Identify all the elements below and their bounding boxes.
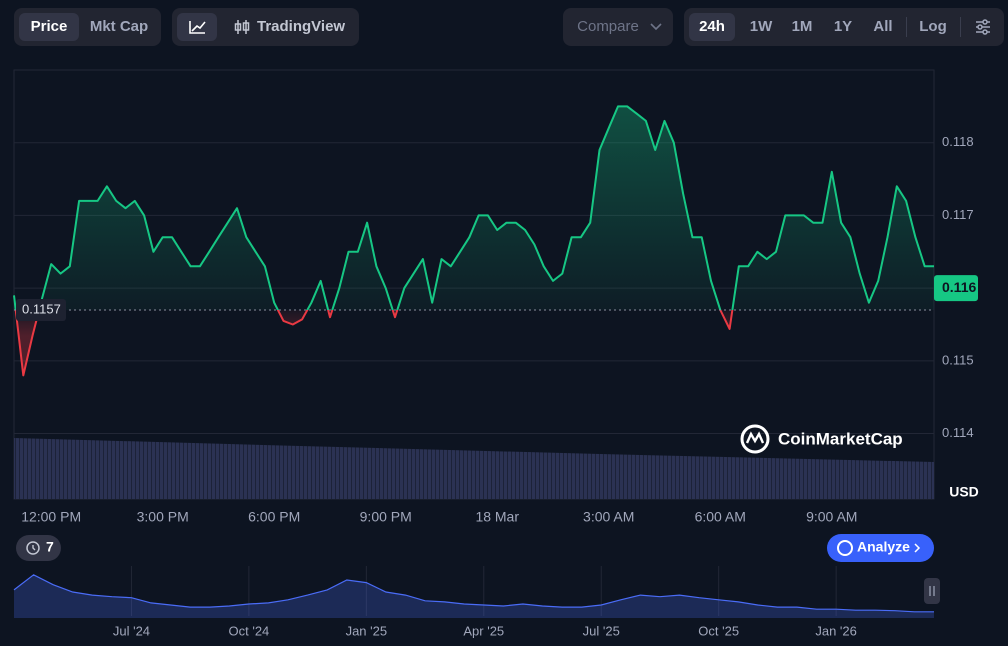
chart-type-toggle: TradingView: [172, 8, 359, 46]
tradingview-button[interactable]: TradingView: [228, 13, 352, 41]
x-tick-label: 9:00 AM: [806, 509, 857, 525]
history-badge[interactable]: [16, 535, 61, 561]
analyze-button[interactable]: [827, 534, 934, 562]
history-count: 7: [46, 539, 54, 555]
divider: [960, 17, 961, 37]
nav-area: [14, 574, 934, 618]
y-tick-label: 0.118: [942, 134, 974, 149]
y-unit: USD: [949, 484, 979, 500]
history-icon-hands: [32, 545, 36, 551]
log-button[interactable]: Log: [919, 18, 947, 35]
chevron: [650, 23, 662, 31]
nav-x-label: Oct '25: [698, 623, 739, 638]
tradingview-label: TradingView: [257, 18, 346, 35]
plot-frame: [13, 69, 935, 500]
baseline-label-box: [16, 298, 66, 321]
price-area: [14, 106, 934, 376]
last-price-label: 0.116: [942, 279, 976, 295]
nav-x-label: Jul '25: [583, 623, 620, 638]
range-button[interactable]: 1M: [791, 18, 813, 35]
watermark: CoinMarketCap: [740, 424, 903, 454]
range-toggle: Log 24h 1W 1M 1Y All: [684, 8, 1004, 46]
range-button[interactable]: 1W: [749, 18, 773, 35]
y-tick-label: 0.117: [942, 207, 974, 222]
x-tick-label: 18 Mar: [475, 509, 519, 525]
y-tick-label: 0.116: [942, 280, 974, 295]
candle-icon: [234, 20, 250, 34]
x-tick-label: 3:00 PM: [137, 509, 189, 525]
analyze-chevron: [914, 543, 921, 553]
x-tick-label: 12:00 PM: [21, 509, 81, 525]
range-button[interactable]: All: [873, 18, 893, 35]
baseline-label: 0.1157: [22, 301, 61, 316]
y-tick-label: 0.115: [942, 352, 974, 367]
price-button[interactable]: Price: [19, 13, 79, 41]
nav-x-label: Jul '24: [113, 623, 150, 638]
divider: [906, 17, 907, 37]
nav-line: [13, 574, 934, 613]
metric-toggle: Price Mkt Cap: [14, 8, 161, 46]
nav-x-label: Jan '25: [346, 623, 388, 638]
handle-grip: [929, 586, 935, 596]
range-button[interactable]: 1Y: [833, 18, 853, 35]
last-price-box: [934, 275, 978, 302]
settings-icon[interactable]: [973, 17, 993, 37]
x-tick-label: 6:00 PM: [248, 509, 300, 525]
mktcap-button[interactable]: Mkt Cap: [89, 18, 149, 35]
analyze-label: Analyze: [857, 539, 910, 555]
volume-bars: [14, 438, 934, 499]
history-icon: [26, 541, 40, 555]
compare-label: Compare: [577, 18, 639, 35]
x-tick-label: 3:00 AM: [583, 509, 634, 525]
price-line: [13, 105, 934, 377]
range-button[interactable]: 24h: [689, 13, 735, 41]
x-tick-label: 9:00 PM: [360, 509, 412, 525]
nav-x-label: Jan '26: [815, 623, 857, 638]
line-chart-button[interactable]: [177, 13, 217, 41]
y-tick-label: 0.114: [942, 425, 974, 440]
compare-dropdown[interactable]: Compare: [563, 8, 673, 46]
x-tick-label: 6:00 AM: [695, 509, 746, 525]
analyze-icon: [837, 540, 853, 556]
nav-x-label: Oct '24: [229, 623, 270, 638]
nav-x-label: Apr '25: [463, 623, 504, 638]
navigator-handle[interactable]: [924, 578, 940, 604]
line-icon: [189, 21, 206, 34]
watermark-text: CoinMarketCap: [778, 429, 903, 448]
